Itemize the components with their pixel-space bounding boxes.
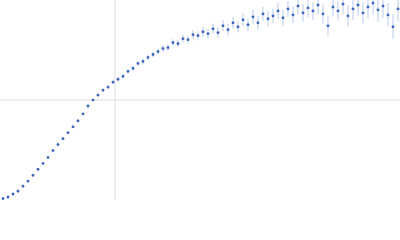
data-point bbox=[391, 25, 395, 29]
data-point bbox=[316, 3, 320, 7]
data-point bbox=[331, 5, 335, 9]
data-point bbox=[236, 25, 240, 29]
data-point bbox=[251, 15, 255, 19]
data-point bbox=[321, 12, 325, 16]
data-point bbox=[131, 66, 135, 70]
data-point bbox=[41, 161, 45, 165]
data-point bbox=[216, 31, 220, 35]
data-point bbox=[141, 59, 145, 63]
data-point bbox=[371, 1, 375, 5]
data-point bbox=[341, 2, 345, 6]
data-point bbox=[261, 12, 265, 16]
data-point bbox=[211, 27, 215, 31]
data-point bbox=[191, 33, 195, 37]
data-point bbox=[96, 93, 100, 97]
data-point bbox=[76, 119, 80, 123]
data-point bbox=[386, 13, 390, 17]
data-point bbox=[286, 7, 290, 11]
data-point bbox=[106, 85, 110, 89]
data-point bbox=[366, 5, 370, 9]
data-point bbox=[201, 30, 205, 34]
data-point bbox=[81, 112, 85, 116]
data-point bbox=[346, 14, 350, 18]
data-point bbox=[361, 11, 365, 15]
data-point bbox=[11, 192, 15, 196]
data-point bbox=[376, 8, 380, 12]
data-point bbox=[271, 14, 275, 18]
data-point bbox=[101, 88, 105, 92]
data-point bbox=[166, 46, 170, 49]
data-point bbox=[31, 173, 35, 177]
data-point bbox=[296, 4, 300, 8]
data-point bbox=[186, 38, 190, 42]
data-point bbox=[121, 74, 125, 78]
data-point bbox=[46, 156, 50, 159]
data-point bbox=[86, 104, 90, 108]
data-point bbox=[71, 125, 75, 129]
data-point bbox=[61, 137, 65, 141]
data-point bbox=[1, 197, 5, 200]
data-point bbox=[196, 34, 200, 38]
data-point bbox=[266, 17, 270, 21]
data-point bbox=[56, 143, 60, 146]
data-point bbox=[221, 24, 225, 28]
data-point bbox=[26, 179, 30, 183]
page: (() => { const data = JSON.parse(documen… bbox=[0, 0, 400, 200]
data-point bbox=[66, 131, 70, 135]
data-point bbox=[111, 80, 115, 84]
data-point bbox=[231, 21, 235, 25]
data-point bbox=[206, 32, 210, 36]
data-point bbox=[151, 53, 155, 56]
data-point bbox=[256, 21, 260, 25]
data-point bbox=[136, 61, 140, 65]
data-point bbox=[276, 9, 280, 13]
data-point bbox=[6, 195, 10, 199]
data-point bbox=[246, 23, 250, 27]
data-point bbox=[161, 47, 165, 50]
data-point bbox=[176, 42, 180, 45]
data-point bbox=[241, 18, 245, 22]
data-point bbox=[336, 9, 340, 13]
chart bbox=[0, 0, 400, 200]
data-point bbox=[36, 167, 40, 171]
data-point bbox=[291, 13, 295, 17]
data-point bbox=[146, 56, 150, 59]
data-point bbox=[306, 6, 310, 10]
data-point bbox=[311, 9, 315, 13]
data-point bbox=[116, 77, 120, 81]
data-point bbox=[326, 24, 330, 28]
data-point bbox=[16, 189, 20, 193]
data-point bbox=[171, 41, 175, 44]
data-point bbox=[181, 37, 185, 41]
data-point bbox=[21, 184, 25, 188]
data-point bbox=[356, 3, 360, 7]
data-point bbox=[91, 98, 95, 102]
data-point bbox=[301, 11, 305, 15]
data-point bbox=[126, 69, 130, 73]
data-point bbox=[381, 4, 385, 8]
data-point bbox=[156, 50, 160, 53]
data-point bbox=[281, 16, 285, 20]
data-point bbox=[226, 28, 230, 32]
data-point bbox=[396, 7, 400, 11]
data-point bbox=[51, 149, 55, 152]
data-point bbox=[351, 7, 355, 11]
